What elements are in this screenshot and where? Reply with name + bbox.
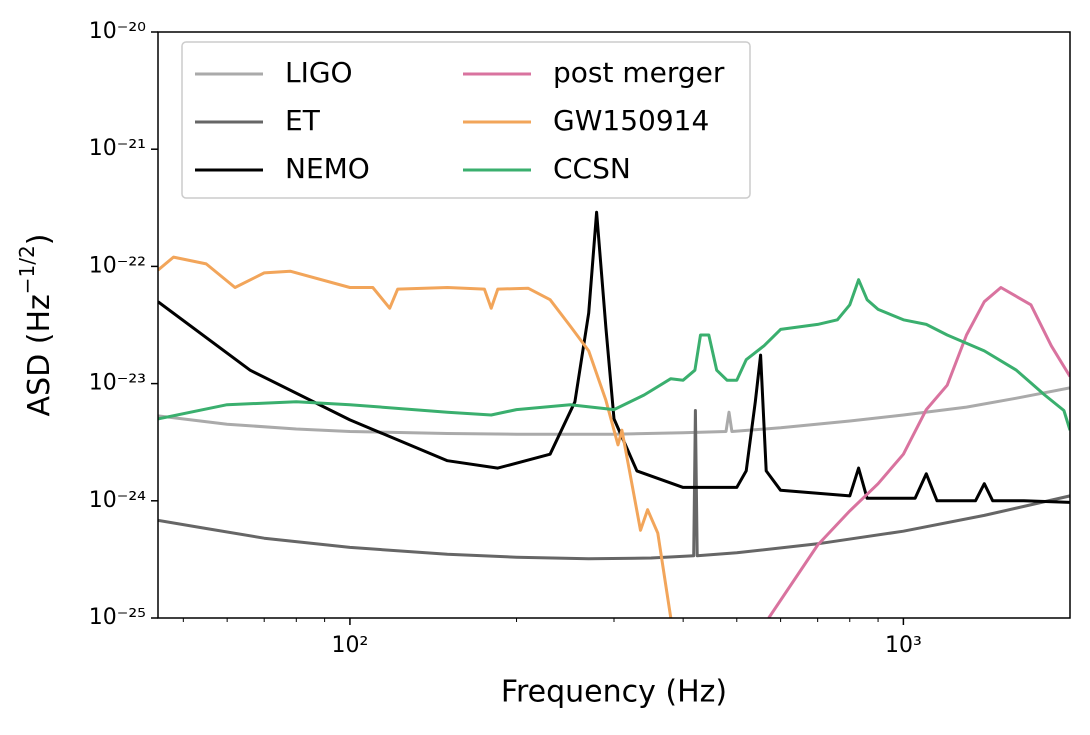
x-tick-label: 10³ — [885, 633, 922, 658]
legend-label: CCSN — [553, 152, 631, 185]
series-line — [158, 210, 1070, 504]
y-label-exponent: −1/2 — [15, 245, 39, 294]
legend-box — [181, 41, 751, 199]
y-tick-label: 10⁻²⁰ — [89, 19, 146, 44]
series-line — [158, 409, 1070, 561]
y-label-close: ) — [22, 234, 57, 246]
y-tick-label: 10⁻²⁵ — [89, 605, 146, 630]
y-label-text: ASD (Hz — [22, 294, 57, 416]
y-tick-label: 10⁻²³ — [89, 371, 146, 396]
legend-label: GW150914 — [553, 104, 709, 137]
y-tick-label: 10⁻²² — [89, 253, 146, 278]
legend: LIGO ET NEMO post merger GW150914 CCSN — [181, 41, 751, 199]
legend-label: post merger — [553, 56, 725, 89]
legend-label: ET — [285, 104, 321, 137]
x-tick-label: 10² — [332, 633, 369, 658]
series-line — [158, 278, 1070, 431]
series-line — [158, 255, 673, 618]
plot-area — [158, 210, 1070, 618]
series-line — [767, 286, 1070, 618]
y-axis-label: ASD (Hz−1/2) — [15, 234, 57, 417]
x-axis-label: Frequency (Hz) — [501, 675, 727, 710]
legend-label: NEMO — [285, 152, 370, 185]
y-tick-label: 10⁻²¹ — [89, 136, 146, 161]
legend-label: LIGO — [285, 56, 353, 89]
y-tick-label: 10⁻²⁴ — [89, 488, 146, 513]
